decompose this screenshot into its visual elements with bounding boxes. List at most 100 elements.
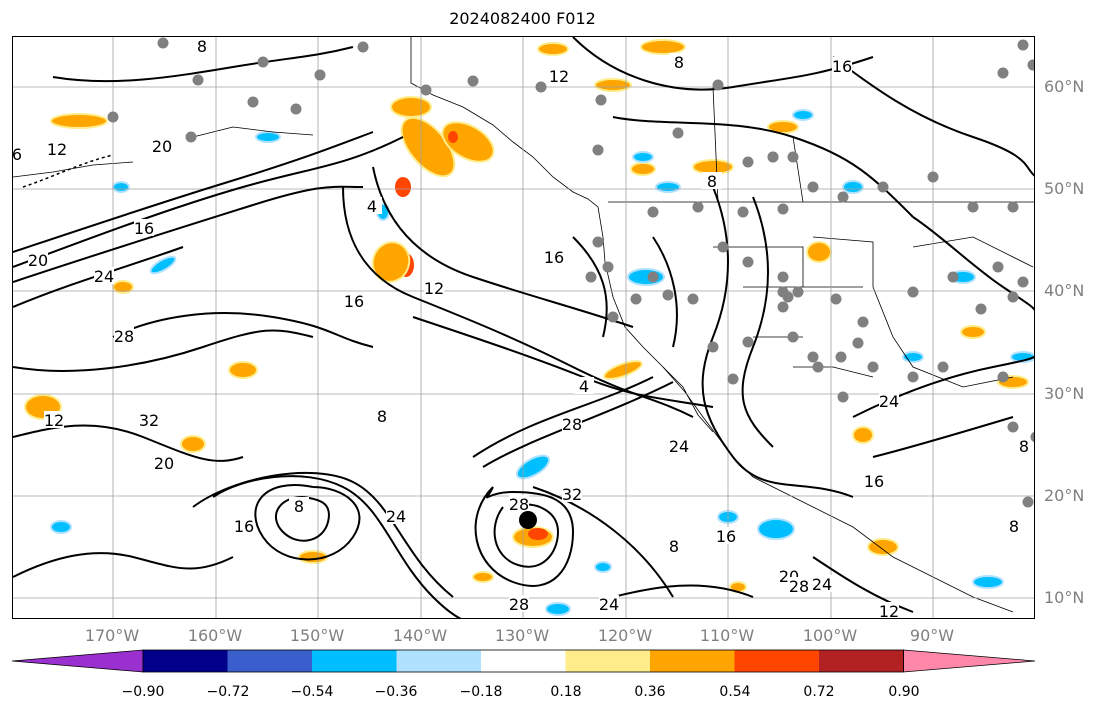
lat-label-30n: 30°N (1044, 384, 1085, 403)
colorbar-segment (396, 650, 482, 672)
station-dot (867, 361, 879, 373)
contour-line (572, 236, 608, 338)
storm-center-dot (519, 511, 537, 529)
contour-line (612, 584, 754, 598)
contour-label-bg (289, 497, 309, 514)
contour-label: 8 (669, 537, 679, 556)
shaded-blob (472, 571, 494, 583)
shaded-blob (594, 78, 632, 92)
station-dot (467, 75, 479, 87)
contour-line (832, 56, 1034, 177)
contour-label: 32 (139, 411, 159, 430)
contour-label: 6 (13, 145, 22, 164)
shaded-blob (255, 131, 281, 143)
station-dot (907, 286, 919, 298)
colorbar-tick-label: 0.72 (803, 684, 835, 700)
colorbar-segment (143, 650, 228, 672)
contour-label-bg (879, 392, 899, 409)
station-dot (595, 94, 607, 106)
lon-label-90w: 90°W (909, 626, 955, 645)
station-dot (585, 271, 597, 283)
colorbar (11, 649, 1036, 673)
contour-layer (13, 37, 1034, 618)
contour-label-bg (812, 575, 832, 592)
contour-line (13, 185, 364, 283)
station-dot (852, 337, 864, 349)
map-panel: 8 12 16 20 24 28 32 4 16 8 12 20 16 8 24 28 32 28 24 8 16 20 2… (12, 36, 1035, 619)
shaded-blob (603, 360, 643, 380)
contour-label-bg (599, 595, 619, 612)
station-dot (420, 84, 432, 96)
colorbar-tick-label: −0.54 (290, 684, 334, 700)
station-dot (777, 203, 789, 215)
station-dot (672, 127, 684, 139)
shaded-blob (594, 561, 612, 573)
contour-label-bg (154, 454, 174, 471)
shaded-blob (630, 162, 656, 176)
contour-line (372, 166, 634, 328)
contour-label-bg (669, 437, 689, 454)
station-dot (1007, 291, 1019, 303)
station-dot (742, 256, 754, 268)
contour-label: 24 (669, 437, 689, 456)
lon-label-120w: 120°W (597, 626, 653, 645)
contour-line (493, 503, 560, 568)
contour-label-bg (574, 377, 594, 394)
coastline-layer (13, 37, 1034, 613)
contour-line (112, 312, 374, 348)
station-dot (592, 144, 604, 156)
contour-label: 16 (716, 527, 736, 546)
station-dot (1017, 276, 1029, 288)
contour-label-bg (664, 537, 684, 554)
shaded-blob (50, 113, 108, 129)
coastline-segment (13, 161, 134, 178)
contour-label: 28 (789, 577, 809, 596)
colorbar-tick-label: −0.72 (206, 684, 250, 700)
colorbar-segment (650, 650, 735, 672)
station-dot (314, 69, 326, 81)
station-dot (737, 206, 749, 218)
contour-line (472, 376, 654, 458)
contour-line (13, 424, 244, 462)
colorbar-tick-label: −0.36 (374, 684, 418, 700)
shaded-blob (640, 39, 686, 55)
contour-label: 16 (864, 472, 884, 491)
station-dot (1027, 59, 1034, 71)
station-dot (1007, 421, 1019, 433)
shaded-blob (448, 131, 458, 143)
station-dot (717, 241, 729, 253)
contour-label: 12 (549, 67, 569, 86)
shaded-blob (960, 325, 986, 339)
contour-label: 12 (879, 602, 899, 619)
shaded-blob (390, 96, 432, 118)
station-dot (927, 171, 939, 183)
contour-label-bg (544, 248, 564, 265)
station-dot (792, 286, 804, 298)
station-dot (975, 303, 987, 315)
contour-label: 24 (94, 267, 114, 286)
contour-label: 8 (197, 37, 207, 56)
station-dot (185, 131, 197, 143)
contour-label-bg (28, 251, 48, 268)
station-dot (1007, 201, 1019, 213)
station-dot (992, 261, 1004, 273)
station-dot (877, 181, 889, 193)
station-dot (692, 201, 704, 213)
station-dot (1030, 431, 1034, 443)
lon-label-160w: 160°W (187, 626, 243, 645)
shaded-blob (632, 151, 654, 163)
colorbar-segment (734, 650, 820, 672)
contour-line (812, 556, 914, 613)
contour-label: 32 (562, 485, 582, 504)
station-dot (937, 361, 949, 373)
contour-line (52, 46, 354, 83)
contour-label-bg (44, 411, 64, 428)
station-dot (687, 293, 699, 305)
coastline-segment (812, 236, 874, 287)
station-dot (1022, 496, 1034, 508)
contour-label: 16 (544, 248, 564, 267)
station-dot (592, 236, 604, 248)
colorbar-segment (312, 650, 397, 672)
coastline-segment (912, 236, 1034, 268)
contour-label-bg (509, 495, 529, 512)
